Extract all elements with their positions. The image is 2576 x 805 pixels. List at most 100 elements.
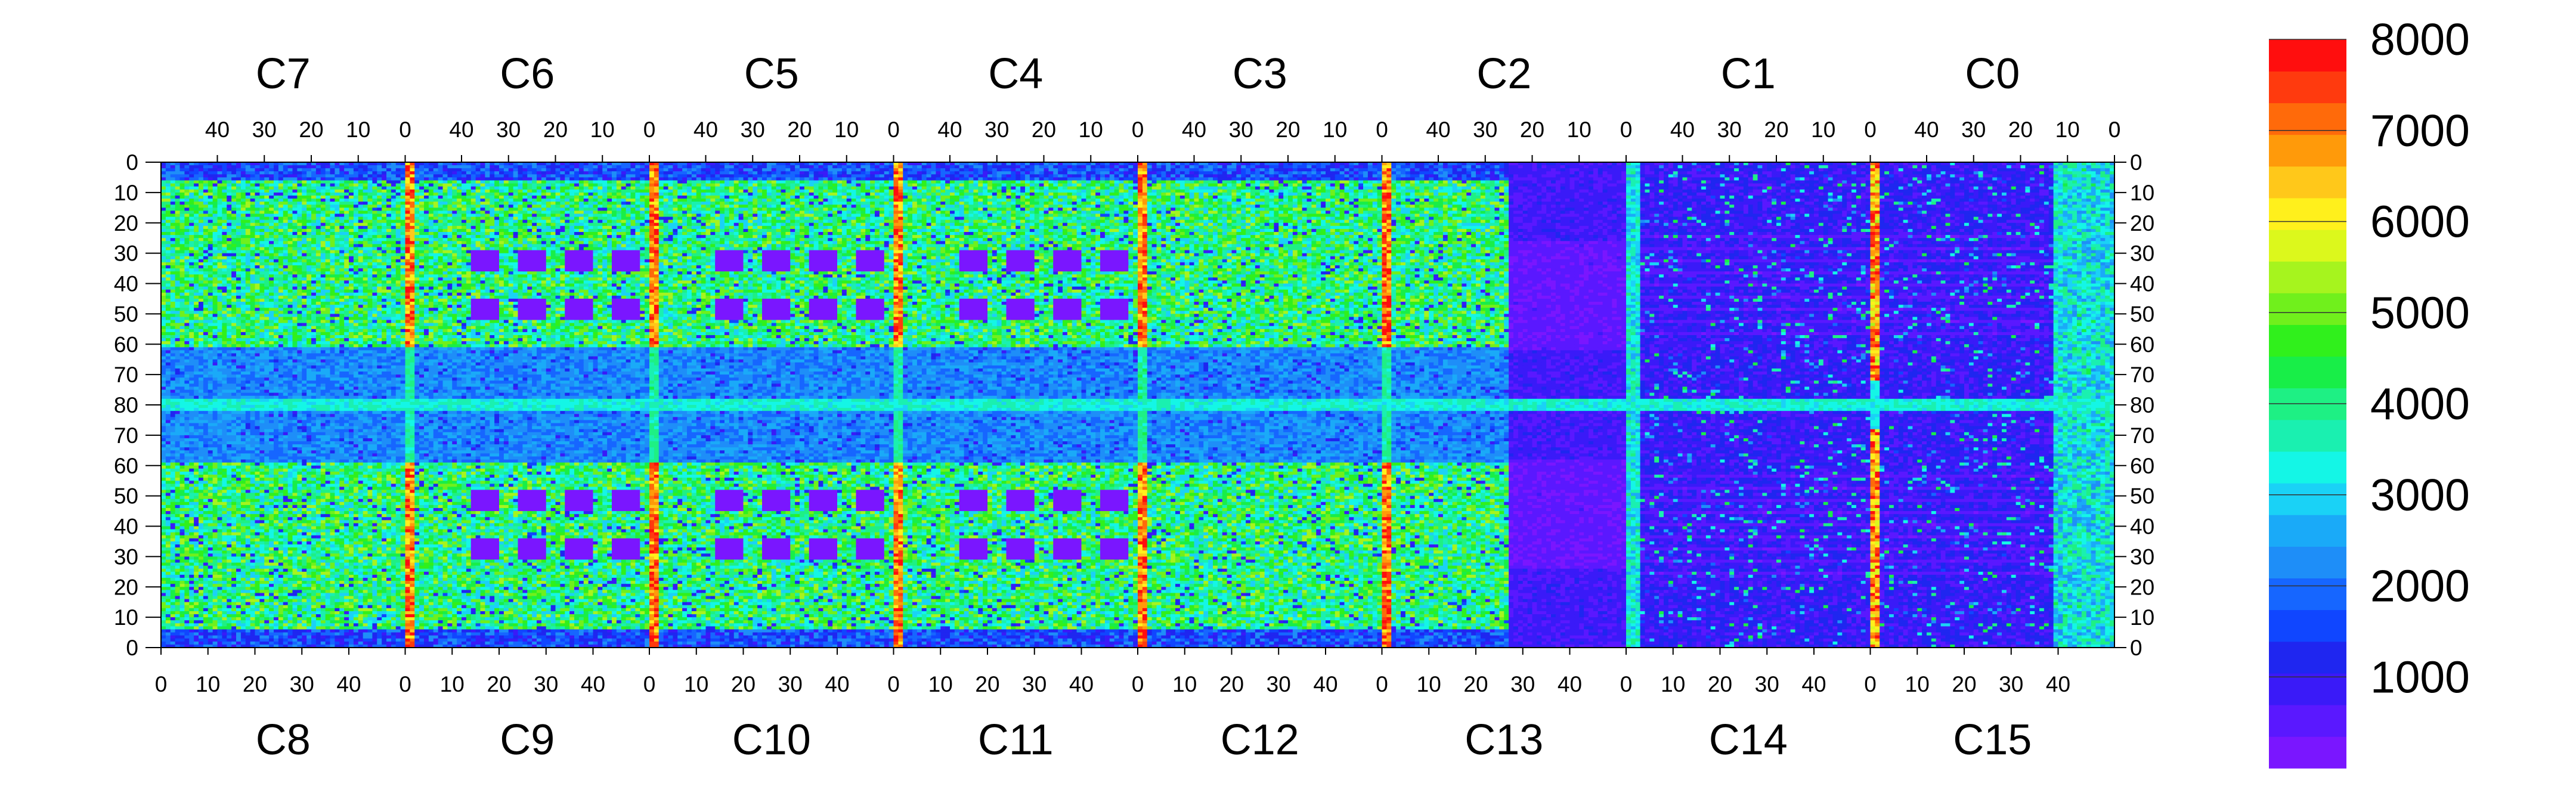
colorbar-segment bbox=[2269, 420, 2346, 452]
colorbar-segment bbox=[2269, 39, 2346, 72]
chip-label-top: C7 bbox=[256, 50, 311, 98]
y-tick-label-right: 20 bbox=[2130, 211, 2154, 236]
x-tick-label-bottom: 20 bbox=[731, 672, 756, 696]
chip-labels-bottom: C8 C9 C10 C11 C12 C13 C14 C15 bbox=[256, 716, 2032, 764]
chip-label-bottom: C13 bbox=[1465, 716, 1543, 764]
chip-label-top: C3 bbox=[1233, 50, 1287, 98]
x-tick-label-top: 30 bbox=[252, 117, 277, 142]
y-tick-label-right: 60 bbox=[2130, 454, 2154, 478]
x-tick-label-bottom: 0 bbox=[1864, 672, 1877, 696]
y-tick-label-left: 30 bbox=[114, 242, 138, 266]
y-tick-label-left: 40 bbox=[114, 515, 138, 539]
chip-label-top: C5 bbox=[744, 50, 799, 98]
colorbar-tick-label: 4000 bbox=[2370, 379, 2470, 429]
x-tick-label-bottom: 30 bbox=[534, 672, 558, 696]
colorbar-segment bbox=[2269, 578, 2346, 610]
colorbar-segment bbox=[2269, 483, 2346, 515]
x-tick-label-top: 40 bbox=[937, 117, 962, 142]
x-tick-label-top: 20 bbox=[1764, 117, 1788, 142]
x-tick-label-bottom: 40 bbox=[1558, 672, 1582, 696]
x-tick-label-bottom: 40 bbox=[1313, 672, 1337, 696]
x-tick-label-top: 20 bbox=[299, 117, 323, 142]
x-tick-label-top: 20 bbox=[1275, 117, 1300, 142]
y-tick-label-left: 70 bbox=[114, 423, 138, 448]
x-tick-label-top: 0 bbox=[887, 117, 900, 142]
chip-label-top: C4 bbox=[988, 50, 1043, 98]
x-tick-label-bottom: 10 bbox=[1905, 672, 1930, 696]
heatmap-cells bbox=[161, 162, 2115, 648]
x-tick-label-bottom: 30 bbox=[1999, 672, 2023, 696]
y-tick-label-left: 10 bbox=[114, 181, 138, 205]
x-tick-label-top: 0 bbox=[2109, 117, 2121, 142]
x-tick-label-bottom: 10 bbox=[196, 672, 220, 696]
x-tick-label-bottom: 40 bbox=[581, 672, 605, 696]
colorbar-tick-label: 1000 bbox=[2370, 652, 2470, 702]
chip-label-bottom: C8 bbox=[256, 716, 311, 764]
x-tick-label-top: 40 bbox=[1182, 117, 1206, 142]
x-tick-label-top: 40 bbox=[449, 117, 473, 142]
x-tick-label-top: 30 bbox=[741, 117, 765, 142]
y-tick-label-left: 0 bbox=[126, 150, 138, 175]
x-tick-label-top: 40 bbox=[1914, 117, 1939, 142]
y-tick-label-right: 0 bbox=[2130, 636, 2142, 660]
colorbar-segment bbox=[2269, 705, 2346, 737]
chip-label-bottom: C12 bbox=[1221, 716, 1299, 764]
x-tick-label-bottom: 30 bbox=[1510, 672, 1535, 696]
y-tick-label-right: 60 bbox=[2130, 332, 2154, 357]
y-tick-label-right: 50 bbox=[2130, 302, 2154, 326]
x-tick-label-bottom: 0 bbox=[399, 672, 411, 696]
x-tick-label-bottom: 0 bbox=[643, 672, 656, 696]
x-tick-label-bottom: 40 bbox=[2046, 672, 2070, 696]
y-tick-label-right: 40 bbox=[2130, 272, 2154, 296]
x-tick-label-bottom: 30 bbox=[1022, 672, 1046, 696]
y-tick-label-left: 20 bbox=[114, 575, 138, 599]
x-tick-label-top: 40 bbox=[1670, 117, 1695, 142]
x-tick-label-top: 10 bbox=[2055, 117, 2080, 142]
x-tick-label-top: 20 bbox=[2008, 117, 2033, 142]
colorbar-segment bbox=[2269, 324, 2346, 357]
x-tick-label-bottom: 30 bbox=[778, 672, 803, 696]
x-tick-label-top: 0 bbox=[643, 117, 656, 142]
x-tick-label-bottom: 40 bbox=[1069, 672, 1094, 696]
y-tick-label-right: 0 bbox=[2130, 150, 2142, 175]
chip-labels-top: C7 C6 C5 C4 C3 C2 C1 C0 bbox=[256, 50, 2020, 98]
colorbar-segment bbox=[2269, 609, 2346, 642]
chip-label-top: C6 bbox=[500, 50, 555, 98]
x-tick-label-bottom: 0 bbox=[1132, 672, 1144, 696]
x-tick-label-top: 40 bbox=[1426, 117, 1450, 142]
chip-label-bottom: C14 bbox=[1709, 716, 1788, 764]
x-tick-label-top: 40 bbox=[693, 117, 718, 142]
x-tick-label-bottom: 40 bbox=[1801, 672, 1826, 696]
y-tick-label-left: 80 bbox=[114, 393, 138, 417]
x-tick-label-bottom: 40 bbox=[825, 672, 849, 696]
chip-label-top: C1 bbox=[1721, 50, 1776, 98]
y-tick-label-left: 60 bbox=[114, 332, 138, 357]
x-tick-label-top: 20 bbox=[787, 117, 812, 142]
x-tick-label-top: 10 bbox=[1567, 117, 1592, 142]
colorbar-segment bbox=[2269, 166, 2346, 199]
x-tick-label-bottom: 20 bbox=[975, 672, 999, 696]
x-tick-label-top: 0 bbox=[399, 117, 411, 142]
colorbar-segment bbox=[2269, 673, 2346, 705]
y-tick-label-right: 20 bbox=[2130, 575, 2154, 599]
y-tick-label-left: 10 bbox=[114, 605, 138, 630]
x-tick-label-top: 10 bbox=[1811, 117, 1835, 142]
x-tick-label-top: 10 bbox=[346, 117, 370, 142]
colorbar-segment bbox=[2269, 515, 2346, 547]
colorbar-segment bbox=[2269, 230, 2346, 262]
x-tick-label-top: 20 bbox=[1520, 117, 1544, 142]
x-tick-label-top: 40 bbox=[205, 117, 230, 142]
y-tick-label-right: 70 bbox=[2130, 363, 2154, 387]
x-tick-label-bottom: 30 bbox=[290, 672, 314, 696]
x-tick-label-top: 10 bbox=[1323, 117, 1347, 142]
y-tick-label-right: 50 bbox=[2130, 484, 2154, 509]
x-tick-label-top: 0 bbox=[1620, 117, 1633, 142]
x-tick-label-bottom: 0 bbox=[1376, 672, 1388, 696]
chip-label-bottom: C10 bbox=[732, 716, 811, 764]
colorbar-tick-label: 2000 bbox=[2370, 561, 2470, 611]
y-tick-label-right: 40 bbox=[2130, 515, 2154, 539]
x-ticks-top: 40 30 20 10 0 40 30 20 10 0 40 30 20 10 0 40 30 20 10 0 40 30… bbox=[205, 117, 2120, 162]
colorbar-segment bbox=[2269, 198, 2346, 230]
